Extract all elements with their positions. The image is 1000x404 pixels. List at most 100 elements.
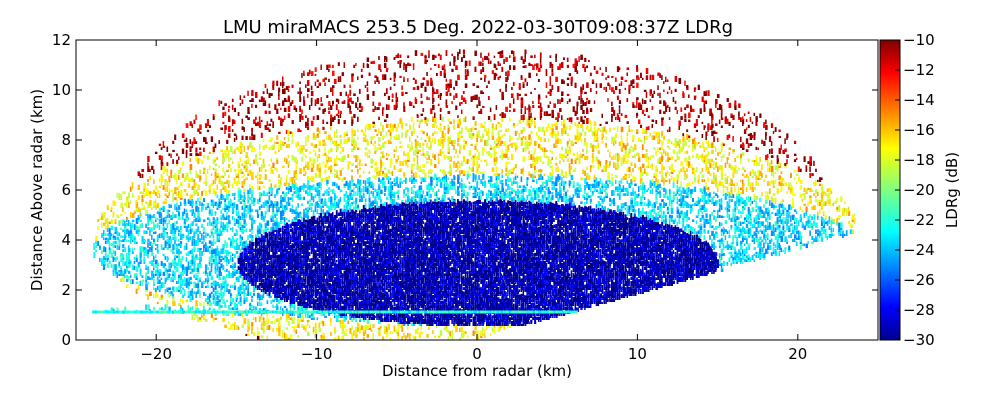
ldr-cell bbox=[210, 231, 213, 234]
ldr-cell bbox=[266, 88, 269, 94]
ldr-cell bbox=[297, 128, 300, 132]
ldr-cell bbox=[162, 230, 165, 234]
ldr-cell bbox=[160, 147, 163, 150]
ldr-cell bbox=[176, 280, 178, 284]
ldr-cell bbox=[283, 292, 287, 296]
ldr-cell bbox=[249, 228, 251, 232]
ldr-cell bbox=[127, 230, 130, 236]
ldr-cell bbox=[345, 263, 347, 266]
ldr-cell bbox=[322, 202, 324, 206]
ldr-cell bbox=[176, 178, 178, 184]
ldr-cell bbox=[326, 290, 329, 296]
ldr-cell bbox=[201, 281, 203, 286]
ldr-cell bbox=[295, 250, 297, 254]
ldr-cell bbox=[181, 133, 185, 138]
ldr-cell bbox=[228, 237, 231, 240]
ldr-cell bbox=[293, 271, 296, 274]
ldr-cell bbox=[143, 186, 145, 192]
ldr-cell bbox=[285, 240, 289, 244]
ldr-cell bbox=[258, 175, 261, 178]
ldr-cell bbox=[137, 171, 140, 176]
ldr-cell bbox=[357, 183, 360, 188]
ldr-cell bbox=[347, 194, 349, 200]
ldr-cell bbox=[295, 186, 298, 190]
ldr-cell bbox=[285, 288, 288, 294]
ldr-cell bbox=[235, 247, 238, 250]
ldr-cell bbox=[256, 162, 259, 166]
ldr-cell bbox=[278, 187, 281, 190]
ldr-cell bbox=[289, 197, 292, 200]
ldr-cell bbox=[172, 296, 175, 302]
ldr-cell bbox=[160, 213, 163, 218]
ldr-cell bbox=[314, 219, 317, 222]
ldr-cell bbox=[293, 316, 296, 320]
ldr-cell bbox=[310, 120, 314, 126]
ldr-cell bbox=[197, 198, 199, 202]
ldr-cell bbox=[222, 222, 225, 228]
ldr-cell bbox=[295, 329, 297, 334]
ldr-cell bbox=[210, 201, 214, 206]
ldr-cell bbox=[210, 199, 213, 202]
ldr-cell bbox=[224, 203, 227, 208]
ldr-cell bbox=[152, 287, 155, 290]
ldr-cell bbox=[247, 255, 250, 258]
ldr-cell bbox=[195, 293, 197, 298]
ldr-cell bbox=[124, 211, 126, 214]
ldr-cell bbox=[260, 234, 263, 240]
ldr-cell bbox=[174, 172, 176, 178]
ldr-cell bbox=[326, 135, 328, 138]
ldr-cell bbox=[249, 275, 251, 278]
ldr-cell bbox=[341, 101, 344, 104]
ldr-cell bbox=[289, 280, 292, 284]
ldr-cell bbox=[149, 168, 151, 172]
ldr-cell bbox=[143, 193, 145, 198]
ldr-cell bbox=[270, 158, 272, 162]
ldr-cell bbox=[231, 307, 235, 310]
ldr-cell bbox=[251, 193, 254, 198]
ldr-cell bbox=[228, 108, 230, 112]
ldr-cell bbox=[295, 290, 298, 294]
ldr-cell bbox=[299, 247, 302, 250]
ldr-cell bbox=[264, 110, 268, 114]
ldr-cell bbox=[224, 249, 227, 254]
ldr-cell bbox=[166, 288, 169, 292]
ldr-cell bbox=[256, 292, 260, 298]
ldr-cell bbox=[289, 208, 292, 212]
ldr-cell bbox=[335, 195, 338, 198]
ldr-cell bbox=[201, 314, 203, 318]
ldr-cell bbox=[328, 175, 330, 178]
ldr-cell bbox=[339, 76, 342, 82]
ldr-cell bbox=[353, 114, 356, 118]
ldr-cell bbox=[276, 297, 278, 302]
ldr-cell bbox=[245, 297, 248, 302]
ldr-cell bbox=[287, 227, 290, 232]
ldr-cell bbox=[310, 228, 313, 232]
ldr-cell bbox=[316, 201, 319, 206]
ldr-cell bbox=[191, 314, 193, 320]
ldr-cell bbox=[310, 100, 313, 106]
ldr-cell bbox=[172, 287, 174, 290]
ldr-cell bbox=[316, 184, 319, 190]
ldr-cell bbox=[291, 288, 294, 292]
ldr-cell bbox=[326, 154, 329, 160]
ldr-cell bbox=[280, 221, 283, 224]
ldr-cell bbox=[141, 275, 144, 278]
ldr-cell bbox=[353, 206, 355, 210]
ldr-cell bbox=[110, 219, 114, 224]
ldr-cell bbox=[303, 166, 306, 170]
ldr-cell bbox=[305, 274, 307, 280]
ldr-cell bbox=[226, 211, 228, 216]
ldr-cell bbox=[129, 212, 132, 218]
ldr-cell bbox=[303, 325, 306, 330]
ldr-cell bbox=[264, 251, 267, 254]
ldr-cell bbox=[133, 260, 136, 264]
ldr-cell bbox=[162, 185, 165, 190]
ldr-cell bbox=[285, 201, 289, 204]
ldr-cell bbox=[310, 192, 313, 198]
ldr-cell bbox=[268, 244, 270, 248]
ldr-cell bbox=[324, 170, 327, 174]
ldr-cell bbox=[239, 189, 242, 194]
ldr-cell bbox=[258, 242, 261, 246]
ldr-cell bbox=[229, 272, 233, 278]
ldr-cell bbox=[97, 240, 100, 246]
